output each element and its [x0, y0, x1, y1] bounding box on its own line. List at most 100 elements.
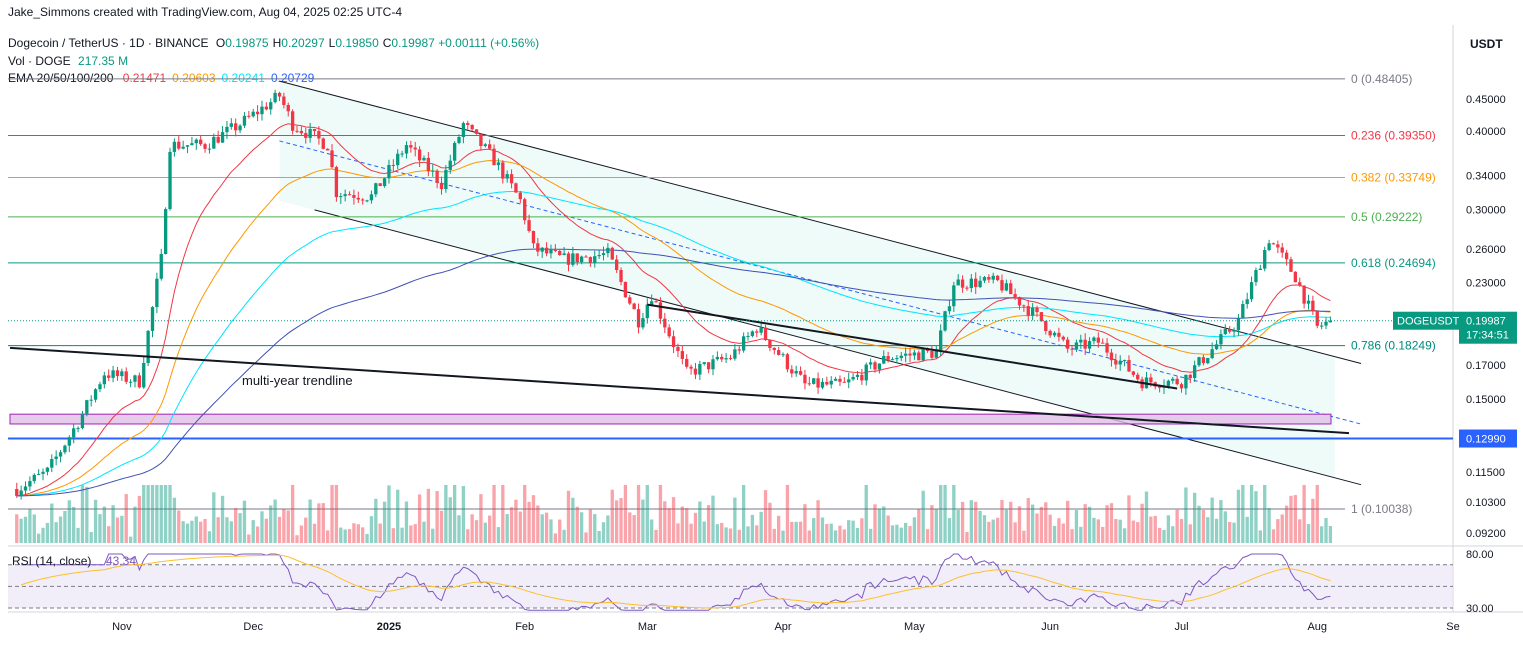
volume-bars — [15, 485, 1333, 543]
volume-bar — [763, 490, 768, 543]
volume-bar — [1070, 529, 1074, 543]
symbol-legend: Dogecoin / TetherUS · 1D · BINANCE O0.19… — [8, 36, 539, 50]
volume-bar — [715, 524, 720, 543]
volume-bar — [1061, 523, 1065, 543]
candle-body — [308, 129, 312, 138]
candle-body — [1315, 311, 1319, 326]
volume-bar — [365, 533, 369, 543]
candle-body — [251, 111, 255, 117]
candle-body — [593, 256, 597, 263]
candle-body — [277, 92, 282, 97]
candle-body — [247, 115, 251, 117]
volume-bar — [479, 494, 483, 543]
candle-body — [597, 255, 601, 257]
candle-body — [1118, 361, 1122, 365]
volume-bar — [466, 529, 470, 543]
candle-body — [1267, 243, 1271, 250]
candle-body — [330, 150, 334, 168]
candle-body — [1074, 342, 1079, 350]
candle-body — [851, 376, 855, 380]
volume-bar — [400, 527, 404, 543]
volume-bar — [720, 522, 724, 543]
volume-bar — [575, 506, 579, 543]
countdown-text: 17:34:51 — [1466, 330, 1509, 342]
volume-bar — [886, 515, 890, 543]
volume-bar — [969, 500, 973, 543]
candle-body — [1009, 283, 1013, 295]
candle-body — [1061, 336, 1065, 340]
volume-bar — [220, 495, 225, 543]
candle-body — [1175, 378, 1179, 385]
candle-body — [155, 278, 159, 308]
volume-bar — [1214, 518, 1219, 543]
candle-body — [623, 281, 628, 298]
candle-body — [374, 183, 378, 195]
candle-body — [63, 445, 67, 453]
volume-bar — [212, 492, 216, 543]
candle-body — [461, 123, 466, 138]
volume-bar — [1324, 518, 1328, 543]
volume-bar — [142, 485, 146, 543]
y-tick-label: 0.09200 — [1466, 528, 1506, 540]
volume-bar — [1311, 498, 1315, 543]
candle-body — [965, 287, 969, 289]
volume-bar — [614, 500, 619, 543]
candle-body — [1092, 337, 1096, 342]
candle-body — [159, 254, 163, 279]
candle-body — [886, 356, 890, 360]
candle-body — [829, 380, 833, 385]
volume-bar — [1013, 522, 1017, 543]
candle-body — [614, 259, 619, 271]
candle-body — [947, 306, 952, 312]
candle-body — [785, 354, 790, 370]
candle-body — [1245, 299, 1249, 305]
candle-body — [466, 123, 470, 125]
fib-label-0.618: 0.618 (0.24694) — [1351, 256, 1436, 270]
volume-bar — [67, 500, 71, 543]
candle-body — [921, 349, 925, 361]
volume-bar — [680, 506, 684, 543]
volume-bar — [120, 515, 124, 543]
volume-bar — [1267, 508, 1271, 543]
volume-bar — [207, 531, 212, 543]
volume-bar — [501, 485, 505, 543]
volume-bar — [1162, 530, 1166, 543]
candle-body — [325, 148, 330, 151]
volume-bar — [593, 514, 597, 543]
candle-body — [334, 167, 339, 198]
candle-body — [680, 351, 684, 359]
volume-bar — [1087, 506, 1092, 543]
volume-bar — [85, 486, 89, 543]
volume-bar — [1000, 500, 1004, 543]
y-tick-label: 0.11500 — [1466, 467, 1505, 479]
candle-body — [838, 378, 842, 382]
candle-body — [172, 141, 177, 152]
volume-bar — [838, 525, 842, 543]
volume-bar — [689, 523, 693, 543]
candle-body — [1210, 349, 1214, 359]
candle-body — [85, 400, 89, 414]
volume-bar — [1131, 520, 1136, 543]
candle-body — [1328, 320, 1333, 323]
volume-bar — [1022, 530, 1026, 543]
candle-body — [168, 151, 172, 210]
volume-bar — [847, 520, 851, 543]
candle-body — [527, 220, 531, 231]
volume-bar — [667, 508, 671, 543]
candle-body — [448, 160, 452, 170]
volume-bar — [163, 485, 168, 543]
volume-bar — [23, 516, 28, 543]
volume-bar — [483, 522, 487, 543]
candle-body — [903, 353, 908, 356]
candle-body — [943, 311, 947, 331]
volume-bar — [1219, 500, 1223, 543]
candle-body — [19, 490, 23, 496]
candle-body — [229, 123, 233, 127]
candle-body — [991, 275, 995, 280]
volume-bar — [470, 514, 474, 543]
volume-bar — [1140, 503, 1144, 543]
candle-body — [619, 270, 623, 282]
candle-body — [255, 111, 260, 115]
candle-body — [28, 481, 32, 487]
